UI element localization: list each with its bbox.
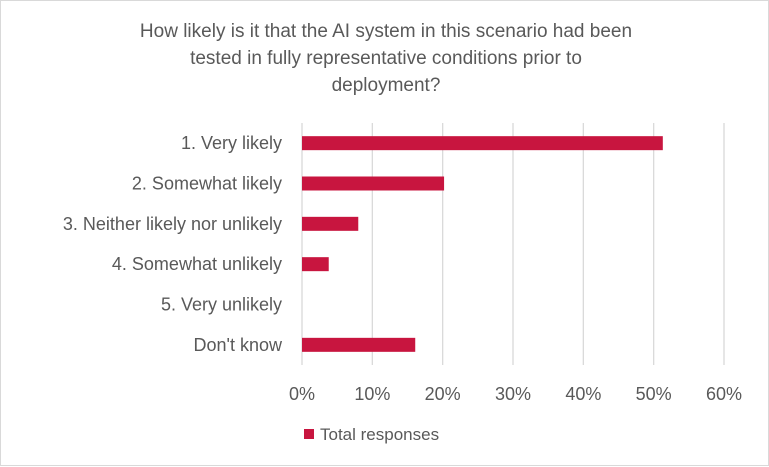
bar xyxy=(302,257,329,272)
category-label: 3. Neither likely nor unlikely xyxy=(63,214,282,234)
legend-label: Total responses xyxy=(320,425,439,444)
legend: Total responses xyxy=(304,425,439,444)
x-tick-label: 60% xyxy=(706,384,742,404)
category-label: 5. Very unlikely xyxy=(161,295,282,315)
category-label: Don't know xyxy=(194,335,283,355)
x-tick-label: 20% xyxy=(425,384,461,404)
bars xyxy=(302,136,663,352)
bar xyxy=(302,337,416,352)
x-tick-labels: 0% 10% 20% 30% 40% 50% 60% xyxy=(289,384,742,404)
legend-swatch xyxy=(304,429,314,439)
x-tick-label: 40% xyxy=(565,384,601,404)
category-label: 4. Somewhat unlikely xyxy=(112,254,282,274)
bar xyxy=(302,136,663,151)
category-label: 2. Somewhat likely xyxy=(132,174,282,194)
gridlines xyxy=(301,123,725,365)
bar xyxy=(302,176,445,191)
bar xyxy=(302,216,359,231)
x-tick-label: 50% xyxy=(636,384,672,404)
chart-title-line: How likely is it that the AI system in t… xyxy=(140,21,632,42)
chart-title: How likely is it that the AI system in t… xyxy=(140,21,632,96)
x-tick-label: 30% xyxy=(495,384,531,404)
x-tick-label: 10% xyxy=(354,384,390,404)
chart-title-line: tested in fully representative condition… xyxy=(190,48,582,69)
x-tick-label: 0% xyxy=(289,384,315,404)
category-label: 1. Very likely xyxy=(181,133,282,153)
chart-title-line: deployment? xyxy=(332,75,441,96)
category-labels: 1. Very likely 2. Somewhat likely 3. Neith… xyxy=(63,133,283,355)
